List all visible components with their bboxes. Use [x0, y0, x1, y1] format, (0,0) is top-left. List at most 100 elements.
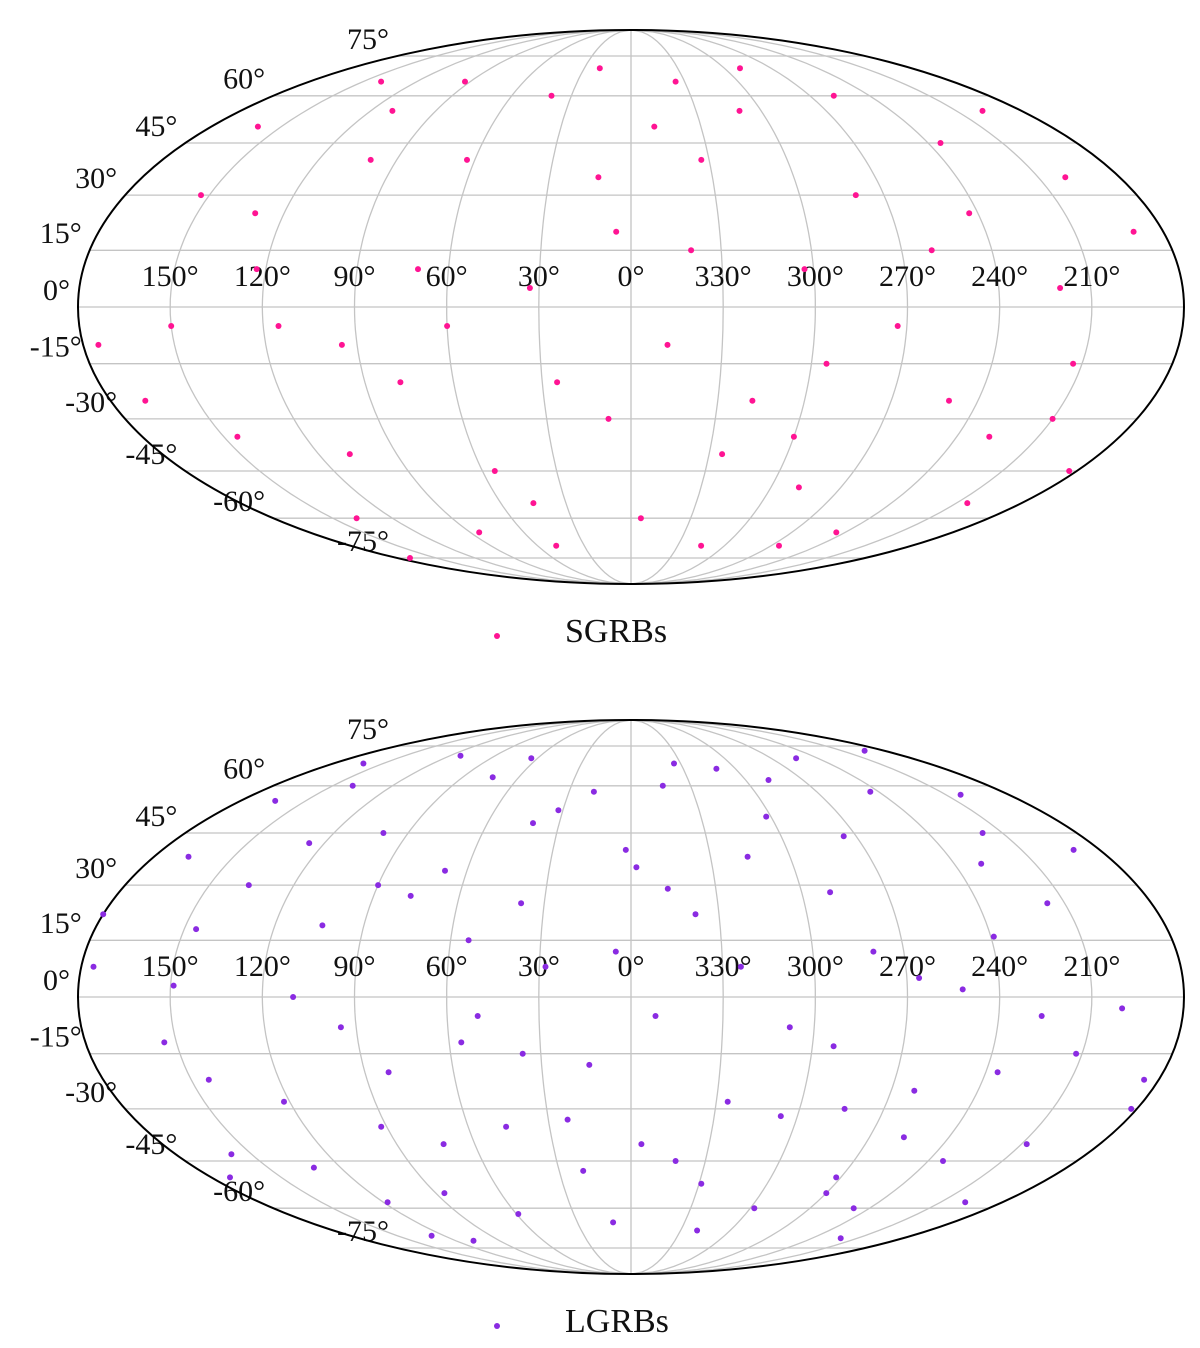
data-point — [384, 1199, 391, 1206]
legend-marker — [494, 1323, 500, 1329]
data-point — [458, 1039, 465, 1046]
data-point — [867, 788, 874, 795]
data-point — [900, 1134, 907, 1141]
data-point — [1130, 228, 1137, 235]
data-point — [736, 107, 743, 114]
data-point — [979, 107, 986, 114]
data-point — [852, 192, 859, 199]
data-point — [986, 433, 993, 440]
data-point — [692, 911, 699, 918]
data-point — [100, 911, 107, 918]
y-tick-label: 30° — [75, 852, 117, 885]
data-point — [367, 156, 374, 163]
data-point — [580, 1167, 587, 1174]
data-point — [185, 853, 192, 860]
data-point — [349, 782, 356, 789]
data-point — [526, 285, 533, 291]
data-point — [596, 65, 603, 72]
data-point — [595, 174, 602, 181]
data-point — [590, 788, 597, 795]
data-point — [530, 820, 536, 827]
x-tick-label: 90° — [334, 260, 376, 293]
data-point — [1062, 174, 1069, 181]
data-point — [664, 885, 671, 892]
y-tick-label: -15° — [30, 331, 82, 364]
data-point — [605, 415, 612, 422]
data-point — [170, 982, 177, 989]
y-tick-label: 30° — [75, 162, 117, 195]
x-tick-label: 150° — [142, 950, 199, 983]
data-point — [161, 1039, 168, 1046]
data-point — [672, 1158, 679, 1164]
data-point — [698, 1180, 705, 1187]
data-point — [1128, 1105, 1135, 1112]
data-point — [586, 1061, 593, 1068]
grid-line — [630, 29, 724, 585]
x-tick-label: 90° — [334, 950, 376, 983]
data-point — [441, 1190, 448, 1197]
data-point — [530, 500, 537, 507]
data-point — [542, 963, 549, 970]
x-tick-label: 270° — [879, 950, 936, 983]
data-point — [894, 323, 901, 329]
data-point — [994, 1069, 1001, 1076]
grid-line — [538, 719, 632, 1275]
data-point — [519, 1050, 526, 1057]
x-tick-label: 0° — [618, 260, 645, 293]
data-point — [652, 1013, 659, 1019]
data-point — [310, 1164, 317, 1171]
data-point — [694, 1227, 701, 1234]
x-tick-label: 330° — [695, 260, 752, 293]
data-point — [168, 323, 175, 329]
data-point — [763, 813, 770, 820]
grid-line — [446, 719, 632, 1275]
data-point — [253, 266, 260, 273]
legend-marker — [494, 633, 500, 639]
data-point — [916, 975, 923, 981]
data-point — [698, 156, 705, 163]
x-tick-label: 150° — [142, 260, 199, 293]
grid-line — [630, 29, 909, 585]
legend-label: SGRBs — [565, 613, 667, 650]
data-point — [786, 1024, 793, 1031]
data-point — [801, 266, 808, 273]
data-point — [338, 341, 345, 348]
data-point — [428, 1232, 435, 1239]
data-point — [407, 892, 414, 899]
x-tick-label: 240° — [971, 950, 1028, 983]
data-point — [911, 1087, 918, 1094]
data-point — [966, 210, 973, 217]
grid-line — [630, 719, 724, 1275]
data-point — [476, 529, 483, 536]
data-point — [940, 1158, 946, 1164]
data-point — [749, 397, 756, 404]
x-tick-label: 210° — [1063, 260, 1120, 293]
grid-line — [630, 719, 1001, 1275]
data-point — [528, 755, 535, 762]
data-point — [470, 1237, 477, 1244]
grid-line — [538, 29, 632, 585]
data-point — [837, 1235, 844, 1242]
y-tick-label: 75° — [347, 713, 389, 746]
y-tick-label: -15° — [30, 1021, 82, 1054]
grid-line — [630, 719, 816, 1275]
data-point — [281, 1098, 287, 1105]
data-point — [380, 830, 387, 836]
data-point — [823, 360, 830, 367]
data-point — [793, 755, 800, 762]
data-point — [990, 933, 997, 940]
x-tick-label: 300° — [787, 950, 844, 983]
grid-line — [261, 29, 632, 585]
data-point — [1038, 1013, 1045, 1019]
data-point — [957, 791, 964, 798]
data-point — [765, 777, 772, 783]
data-point — [1070, 846, 1077, 853]
data-point — [659, 782, 666, 789]
y-tick-label: -30° — [65, 1076, 117, 1109]
data-point — [397, 379, 404, 386]
y-tick-label: -45° — [125, 1128, 177, 1161]
data-point — [205, 1076, 212, 1083]
data-point — [306, 840, 313, 847]
data-point — [664, 341, 671, 348]
y-tick-label: 0° — [43, 964, 70, 997]
